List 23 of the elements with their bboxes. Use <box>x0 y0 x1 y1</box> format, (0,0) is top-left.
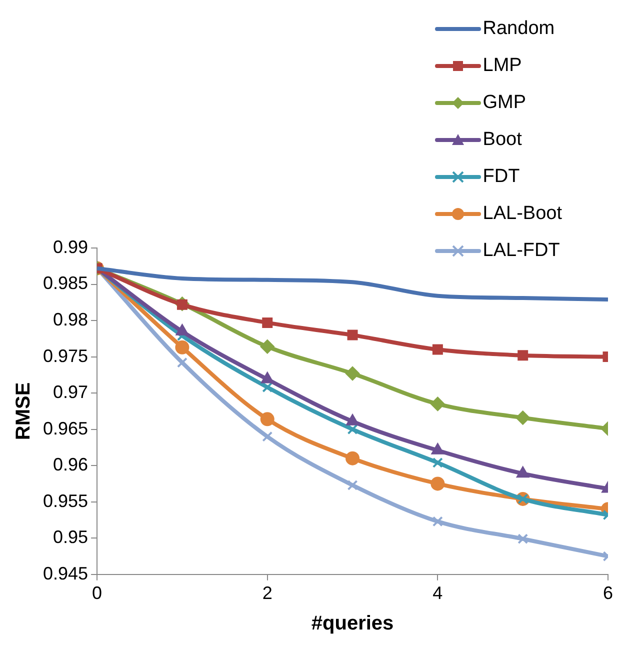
y-tick-label: 0.95 <box>52 527 88 548</box>
y-tick-label: 0.99 <box>52 236 88 257</box>
y-tick-label: 0.96 <box>52 454 88 475</box>
y-tick-label: 0.965 <box>42 418 88 438</box>
legend-label: Boot <box>482 128 522 150</box>
x-tick-label: 4 <box>432 583 443 604</box>
y-tick-label: 0.98 <box>52 310 88 330</box>
legend-label: LMP <box>482 54 522 76</box>
x-axis-title: #queries <box>311 612 394 635</box>
legend-label: Random <box>482 18 555 40</box>
legend-label: LAL-Boot <box>482 202 562 224</box>
x-tick-label: 2 <box>262 583 272 604</box>
y-tick-label: 0.955 <box>42 490 88 511</box>
x-tick-label: 6 <box>602 583 614 604</box>
x-tick-label: 0 <box>92 583 102 604</box>
y-tick-label: 0.945 <box>42 563 88 584</box>
legend-label: GMP <box>482 92 526 114</box>
legend-label: FDT <box>482 166 520 188</box>
y-tick-label: 0.975 <box>42 346 88 366</box>
y-tick-label: 0.985 <box>42 273 88 294</box>
y-axis-title: RMSE <box>12 382 35 440</box>
y-tick-label: 0.97 <box>52 382 88 402</box>
legend-label: LAL-FDT <box>482 240 560 262</box>
